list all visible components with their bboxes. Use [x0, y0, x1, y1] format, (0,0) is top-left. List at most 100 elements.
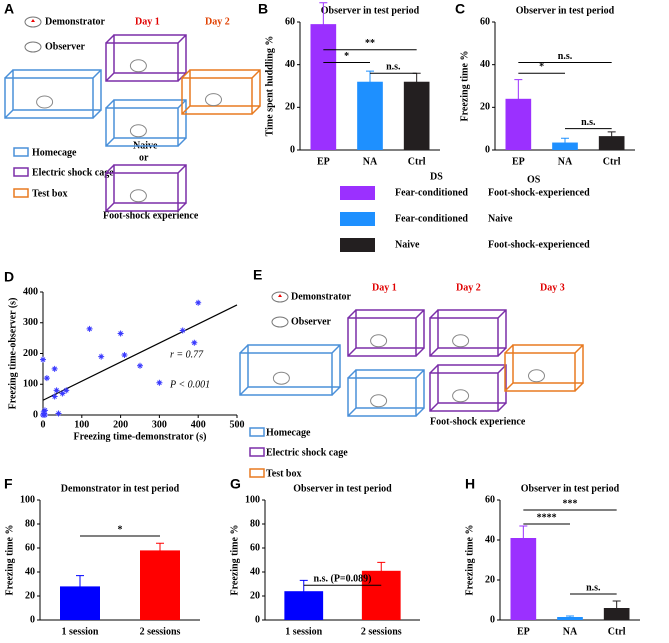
cage [4, 69, 102, 119]
significance-label: n.s. (P=0.089) [314, 573, 372, 584]
x-tick-label: 2 sessions [361, 626, 402, 637]
y-axis-label: Freezing time % [229, 525, 240, 596]
significance-label: ** [365, 38, 375, 49]
legend-icon [249, 468, 265, 478]
day-label: Day 3 [540, 282, 565, 293]
significance-label: n.s. [386, 61, 401, 72]
point [156, 379, 163, 386]
mouse [452, 389, 470, 403]
trendline [42, 304, 238, 401]
significance-label: *** [563, 498, 578, 509]
panel-letter: E [253, 267, 262, 283]
legend-label: Test box [266, 468, 301, 479]
significance-label: * [539, 61, 544, 72]
point [51, 393, 58, 400]
bar [505, 98, 532, 150]
y-axis-label: Time spent huddling % [264, 36, 275, 137]
significance-label: n.s. [581, 117, 596, 128]
y-tick-label: 20 [480, 102, 490, 113]
y-tick-label: 80 [250, 518, 260, 529]
significance-label: * [118, 524, 123, 535]
panel-letter: G [230, 476, 241, 492]
legend-label: Homecage [266, 427, 311, 438]
chart-title: Observer in test period [521, 483, 620, 494]
annotation: P < 0.001 [169, 379, 210, 390]
point [117, 330, 124, 337]
cage [347, 369, 425, 417]
cage [105, 164, 187, 212]
cage [105, 99, 187, 147]
day-label: Day 1 [372, 282, 397, 293]
x-tick-label: 400 [191, 419, 206, 430]
point [59, 390, 66, 397]
point [98, 353, 105, 360]
x-tick-label: Ctrl [608, 626, 626, 637]
x-tick-label: Ctrl [603, 156, 621, 167]
mouse [129, 124, 147, 138]
legend-ds: Naive [395, 239, 420, 250]
bar [603, 608, 630, 620]
point [121, 352, 128, 359]
chart-title: Demonstrator in test period [61, 483, 180, 494]
panel-letter: C [455, 1, 465, 17]
x-tick-label: EP [517, 626, 530, 637]
y-tick-label: 60 [25, 542, 35, 553]
panel-letter: D [4, 269, 14, 285]
y-axis-label: Freezing time % [4, 525, 15, 596]
point [43, 375, 50, 382]
legend-label: Homecage [32, 147, 77, 158]
point [55, 410, 62, 417]
x-tick-label: 200 [113, 419, 128, 430]
x-tick-label: 2 sessions [140, 626, 181, 637]
mark-icon [31, 19, 35, 22]
y-tick-label: 60 [250, 542, 260, 553]
legend-swatch [340, 212, 375, 226]
y-tick-label: 0 [255, 614, 260, 625]
y-tick-label: 80 [25, 518, 35, 529]
day-label: Day 2 [456, 282, 481, 293]
y-axis-label: Freezing time % [464, 525, 475, 596]
point [53, 387, 60, 394]
legend-table: DS OS [430, 171, 541, 185]
panel-e: E Demonstrator Observer Day 1 Day 2 Day … [253, 267, 565, 480]
y-tick-label: 40 [480, 59, 490, 70]
x-tick-label: Ctrl [408, 156, 426, 167]
legend-label: Test box [32, 188, 67, 199]
chart-title: Observer in test period [516, 5, 615, 16]
bar [310, 24, 337, 151]
y-tick-label: 400 [23, 286, 38, 297]
point [137, 362, 143, 369]
x-tick-label: 1 session [62, 626, 99, 637]
mouse-icon [271, 316, 289, 328]
y-tick-label: 20 [285, 102, 295, 113]
cage [347, 309, 425, 357]
x-axis-label: Freezing time-demonstrator (s) [74, 431, 207, 442]
label: or [139, 152, 149, 163]
x-tick-label: EP [317, 156, 330, 167]
mouse [272, 371, 290, 385]
mouse [370, 394, 388, 408]
point [179, 327, 186, 334]
label: Demonstrator [291, 291, 352, 302]
bar [357, 81, 383, 150]
panel-letter: B [258, 1, 268, 17]
legend-ds: Fear-conditioned [395, 213, 468, 224]
y-tick-label: 100 [23, 379, 38, 390]
point [195, 299, 202, 306]
chart-title: Observer in test period [293, 483, 392, 494]
bar [510, 538, 537, 620]
point [41, 407, 48, 414]
y-tick-label: 100 [245, 494, 260, 505]
chart-title: Observer in test period [321, 5, 420, 16]
header: DS [430, 171, 443, 182]
y-tick-label: 40 [285, 59, 295, 70]
point [40, 412, 46, 418]
cage [504, 344, 584, 392]
mouse-icon [24, 16, 42, 28]
legend-os: Foot-shock-experienced [488, 187, 590, 198]
panel-a: A Demonstrator Observer Day 1 Day 2 Naiv… [4, 1, 230, 222]
label: Observer [45, 41, 86, 52]
label: Demonstrator [45, 16, 106, 27]
bar [140, 550, 180, 620]
mouse [528, 369, 545, 383]
